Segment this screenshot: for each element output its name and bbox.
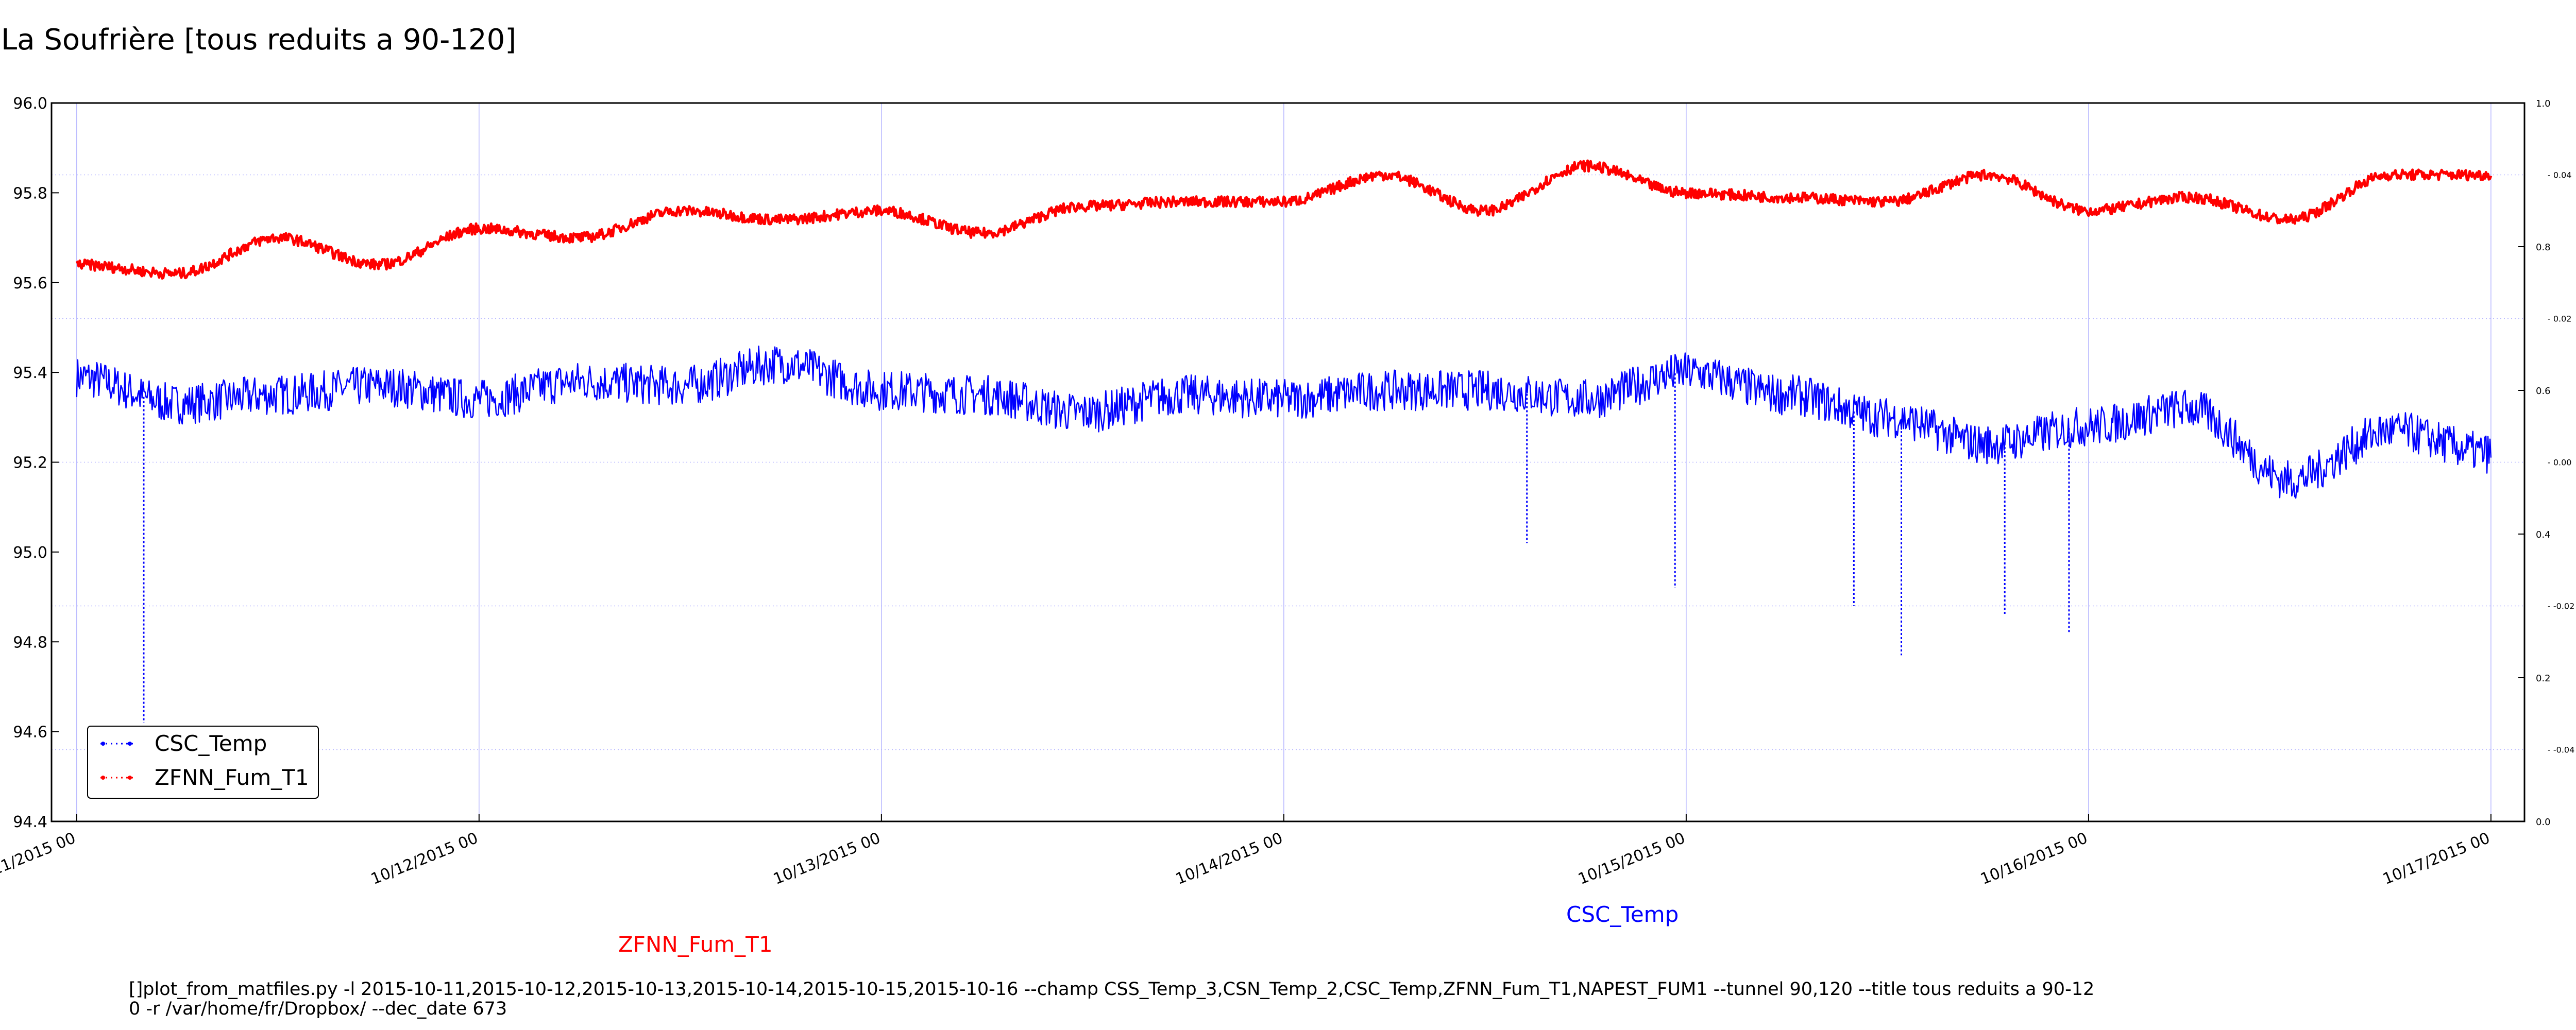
y-tick-label: 95.0 bbox=[13, 544, 47, 562]
series-layer bbox=[75, 159, 2493, 723]
y-tick-label: 94.8 bbox=[13, 633, 47, 651]
y3-tick-label: - -0.04 bbox=[2548, 745, 2574, 755]
x-tick-label: 10/13/2015 00 bbox=[771, 829, 883, 888]
legend-marker-zfnn bbox=[100, 776, 133, 780]
x-tick-label: 10/14/2015 00 bbox=[1173, 829, 1285, 888]
grid bbox=[52, 103, 2524, 821]
y3-tick-label: - 0.04 bbox=[2548, 170, 2571, 180]
series-CSC_Temp bbox=[76, 345, 2492, 723]
y2-tick-label: 0.6 bbox=[2536, 386, 2551, 397]
y2-tick-label: 0.8 bbox=[2536, 242, 2551, 253]
y3-tick-label: - 0.02 bbox=[2548, 314, 2571, 324]
footer-command-line-2: 0 -r /var/home/fr/Dropbox/ --dec_date 67… bbox=[129, 999, 507, 1019]
y2-tick-label: 0.0 bbox=[2536, 817, 2551, 828]
x-axis: 10/11/2015 00 10/12/2015 00 10/13/2015 00 1… bbox=[0, 814, 2493, 888]
y2-axis: 0.0 0.2 0.4 0.6 0.8 1.0 bbox=[2518, 98, 2551, 828]
y3-tick-label: - 0.00 bbox=[2548, 458, 2571, 468]
series-line bbox=[76, 345, 2492, 499]
footer-command-line-1: []plot_from_matfiles.py -l 2015-10-11,20… bbox=[129, 979, 2094, 1000]
y3-tick-label: - -0.02 bbox=[2548, 602, 2574, 611]
x-tick-label: 10/12/2015 00 bbox=[368, 829, 481, 888]
csc-label: CSC_Temp bbox=[1566, 902, 1679, 927]
zfnn-label: ZFNN_Fum_T1 bbox=[618, 932, 773, 957]
legend-label-zfnn: ZFNN_Fum_T1 bbox=[155, 765, 309, 790]
legend-box bbox=[87, 726, 319, 799]
y-tick-label: 95.2 bbox=[13, 454, 47, 472]
y-axis: 94.4 94.6 94.8 95.0 95.2 95.4 95.6 95.8 96.0 bbox=[13, 95, 59, 831]
plot-frame bbox=[50, 102, 2526, 822]
y2-tick-label: 0.4 bbox=[2536, 529, 2551, 540]
x-tick-label: 10/15/2015 00 bbox=[1575, 829, 1688, 888]
series-ZFNN_Fum_T1 bbox=[75, 159, 2493, 280]
x-tick-label: 10/17/2015 00 bbox=[2380, 829, 2493, 888]
y3-axis: - -0.04 - -0.02 - 0.00 - 0.02 - 0.04 bbox=[2548, 170, 2574, 755]
y-tick-label: 95.8 bbox=[13, 184, 47, 202]
y2-tick-label: 0.2 bbox=[2536, 673, 2551, 684]
y-tick-label: 94.6 bbox=[13, 724, 47, 742]
series-line bbox=[75, 159, 2493, 280]
y-tick-label: 96.0 bbox=[13, 95, 47, 113]
y-tick-label: 95.4 bbox=[13, 364, 47, 382]
chart-title: La Soufrière [tous reduits a 90-120] bbox=[1, 23, 516, 57]
y-tick-label: 95.6 bbox=[13, 274, 47, 293]
y2-tick-label: 1.0 bbox=[2536, 98, 2551, 109]
y-tick-label: 94.4 bbox=[13, 813, 47, 831]
legend-label-csc: CSC_Temp bbox=[155, 731, 267, 756]
x-tick-label: 10/16/2015 00 bbox=[1978, 829, 2090, 888]
x-tick-label: 10/11/2015 00 bbox=[0, 829, 78, 888]
legend: CSC_Temp ZFNN_Fum_T1 bbox=[87, 726, 319, 799]
legend-marker-csc bbox=[100, 742, 133, 746]
